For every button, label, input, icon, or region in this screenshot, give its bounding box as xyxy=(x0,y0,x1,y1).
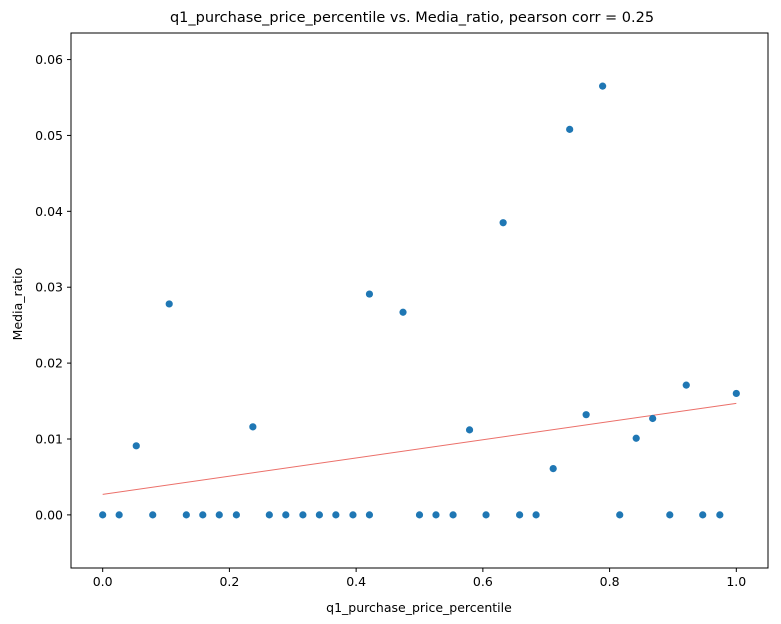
data-point xyxy=(732,389,740,398)
data-point xyxy=(699,511,707,519)
y-tick-label: 0.01 xyxy=(35,431,63,446)
x-axis: 0.0 0.2 0.4 0.6 0.8 1.0 xyxy=(93,568,746,589)
data-point xyxy=(415,511,424,519)
x-tick-label: 0.4 xyxy=(346,574,366,589)
data-point xyxy=(315,511,323,519)
data-point xyxy=(716,511,724,519)
data-point xyxy=(282,511,290,519)
data-point xyxy=(232,511,240,519)
data-point xyxy=(666,511,674,519)
data-point xyxy=(566,125,574,133)
data-point xyxy=(516,511,524,519)
data-point xyxy=(349,511,357,519)
data-point xyxy=(165,300,173,308)
data-point xyxy=(549,464,557,473)
plot-area: 0.0 0.2 0.4 0.6 0.8 1.0 0.000.010.020.030.040… xyxy=(35,32,769,589)
data-point xyxy=(265,511,273,519)
data-point xyxy=(399,308,407,316)
y-tick-label: 0.03 xyxy=(35,280,63,295)
y-tick-label: 0.05 xyxy=(35,128,63,143)
y-tick-label: 0.04 xyxy=(35,204,63,219)
y-tick-label: 0.06 xyxy=(35,52,63,67)
points-group xyxy=(99,82,740,519)
data-point xyxy=(149,511,157,519)
data-point xyxy=(99,511,107,519)
x-tick-label: 0.0 xyxy=(93,574,113,589)
x-axis-label: q1_purchase_price_percentile xyxy=(326,600,512,615)
data-point xyxy=(582,411,590,419)
data-point xyxy=(499,219,507,227)
data-point xyxy=(299,511,307,519)
x-tick-label: 1.0 xyxy=(726,574,746,589)
data-point xyxy=(115,511,123,519)
data-point xyxy=(465,426,474,434)
data-point xyxy=(365,511,374,519)
plot-frame xyxy=(70,32,769,569)
y-tick-label: 0.00 xyxy=(35,507,63,522)
y-axis-label: Media_ratio xyxy=(10,268,25,341)
data-point xyxy=(132,442,140,450)
data-point xyxy=(199,511,207,519)
x-tick-label: 0.6 xyxy=(473,574,493,589)
data-point xyxy=(365,290,374,298)
data-point xyxy=(432,511,440,519)
x-tick-label: 0.2 xyxy=(219,574,239,589)
data-point xyxy=(682,381,690,389)
data-point xyxy=(632,434,640,442)
chart-title: q1_purchase_price_percentile vs. Media_r… xyxy=(170,10,654,26)
y-axis: 0.00 0.01 0.02 0.03 0.04 0.05 0.06 xyxy=(35,52,71,522)
data-point xyxy=(249,423,257,431)
y-tick-label: 0.02 xyxy=(35,356,63,371)
trendline-group xyxy=(102,402,737,495)
data-point xyxy=(616,511,624,519)
data-point xyxy=(449,511,457,519)
data-point xyxy=(599,82,607,90)
data-point xyxy=(482,511,490,519)
data-point xyxy=(182,511,190,519)
data-point xyxy=(649,414,657,423)
trendline xyxy=(102,402,737,495)
data-point xyxy=(532,511,540,519)
data-point xyxy=(332,511,340,519)
x-tick-label: 0.8 xyxy=(600,574,620,589)
data-point xyxy=(215,511,223,519)
